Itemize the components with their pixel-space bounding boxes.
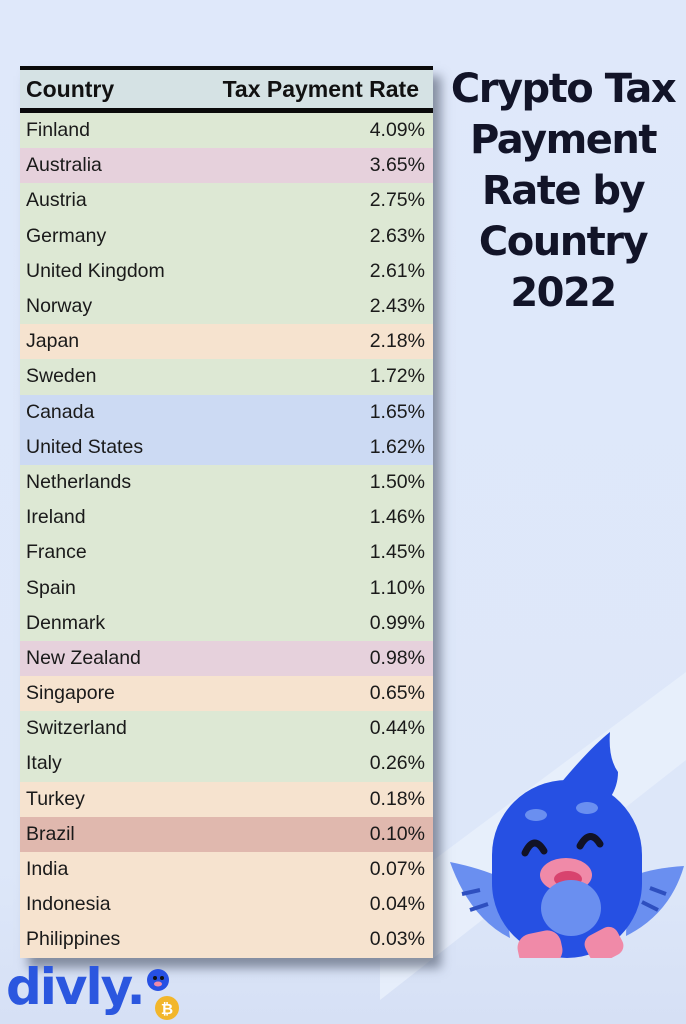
table-row: Turkey 0.18%	[20, 781, 433, 817]
table-row: Spain 1.10%	[20, 570, 433, 606]
rate-cell: 0.18%	[369, 787, 425, 810]
table-row: Norway 2.43%	[20, 288, 433, 325]
table-row: United Kingdom 2.61%	[20, 253, 433, 289]
rate-cell: 1.10%	[369, 576, 425, 599]
country-cell: Brazil	[26, 822, 75, 845]
country-cell: Italy	[26, 752, 62, 775]
table-row: France 1.45%	[20, 535, 433, 571]
country-cell: Norway	[26, 295, 93, 318]
country-cell: Turkey	[26, 787, 85, 810]
divly-logo: divly.	[6, 958, 146, 1016]
rate-cell: 2.63%	[369, 224, 425, 247]
rate-cell: 0.65%	[369, 682, 425, 705]
table-row: Australia 3.65%	[20, 148, 433, 184]
rate-cell: 0.99%	[369, 611, 425, 634]
rate-cell: 0.07%	[369, 858, 425, 881]
rate-cell: 1.50%	[369, 470, 425, 493]
table-row: Switzerland 0.44%	[20, 711, 433, 747]
bitcoin-icon: ₿	[147, 969, 179, 1020]
country-cell: Austria	[26, 189, 87, 212]
table-row: Ireland 1.46%	[20, 500, 433, 536]
header-country: Country	[26, 75, 115, 102]
table-row: Sweden 1.72%	[20, 359, 433, 395]
blue-bird-mascot-icon	[450, 732, 684, 958]
table-row: India 0.07%	[20, 851, 433, 888]
table-row: Denmark 0.99%	[20, 605, 433, 641]
rate-cell: 0.98%	[369, 646, 425, 669]
page-title: Crypto Tax Payment Rate by Country 2022	[440, 64, 686, 319]
rate-cell: 4.09%	[369, 119, 425, 142]
table-row: Canada 1.65%	[20, 394, 433, 430]
country-cell: France	[26, 541, 87, 564]
country-cell: United Kingdom	[26, 259, 165, 282]
rate-cell: 0.26%	[369, 752, 425, 775]
table-row: Austria 2.75%	[20, 183, 433, 219]
table-row: Indonesia 0.04%	[20, 887, 433, 923]
table-row: Finland 4.09%	[20, 113, 433, 149]
title-line: Rate by	[481, 168, 646, 214]
table-row: Brazil 0.10%	[20, 816, 433, 852]
title-line: 2022	[510, 270, 617, 316]
country-cell: Indonesia	[26, 893, 111, 916]
table-row: Netherlands 1.50%	[20, 464, 433, 501]
title-line: Crypto Tax	[450, 66, 677, 112]
country-cell: Japan	[26, 330, 80, 353]
rate-cell: 1.46%	[369, 506, 425, 529]
country-cell: Philippines	[26, 928, 121, 951]
title-line: Payment	[470, 117, 657, 163]
country-cell: United States	[26, 435, 144, 458]
country-cell: Singapore	[26, 682, 115, 705]
table-row: Germany 2.63%	[20, 218, 433, 254]
rate-cell: 1.65%	[369, 400, 425, 423]
country-cell: Switzerland	[26, 717, 127, 740]
country-cell: Canada	[26, 400, 95, 423]
rate-cell: 0.04%	[369, 893, 425, 916]
country-cell: India	[26, 858, 69, 881]
country-cell: Sweden	[26, 365, 97, 388]
table-row: New Zealand 0.98%	[20, 640, 433, 676]
rate-cell: 1.72%	[369, 365, 425, 388]
rate-cell: 0.10%	[369, 822, 425, 845]
rate-cell: 2.61%	[369, 259, 425, 282]
table-row: Philippines 0.03%	[20, 922, 433, 958]
rate-cell: 3.65%	[369, 154, 425, 177]
title-line: Country	[478, 219, 649, 265]
country-cell: Ireland	[26, 506, 86, 529]
country-cell: Australia	[26, 154, 102, 177]
country-cell: Netherlands	[26, 470, 132, 493]
table-row: Italy 0.26%	[20, 746, 433, 782]
rate-cell: 2.75%	[369, 189, 425, 212]
svg-text:₿: ₿	[161, 1000, 173, 1018]
rate-cell: 2.43%	[369, 295, 425, 318]
rate-cell: 0.44%	[369, 717, 425, 740]
country-cell: Spain	[26, 576, 76, 599]
rate-cell: 1.45%	[369, 541, 425, 564]
table-body: Finland 4.09% Australia 3.65% Austria 2.75% Ge…	[20, 113, 433, 958]
country-cell: Finland	[26, 119, 90, 142]
rate-cell: 0.03%	[369, 928, 425, 951]
tax-rate-table: Country Tax Payment Rate Finland 4.09% Aus…	[20, 66, 433, 958]
table-header: Country Tax Payment Rate	[20, 66, 433, 113]
country-cell: Denmark	[26, 611, 106, 634]
country-cell: Germany	[26, 224, 107, 247]
country-cell: New Zealand	[26, 646, 141, 669]
rate-cell: 1.62%	[369, 435, 425, 458]
header-rate: Tax Payment Rate	[222, 75, 419, 102]
rate-cell: 2.18%	[369, 330, 425, 353]
table-row: Singapore 0.65%	[20, 676, 433, 712]
table-row: Japan 2.18%	[20, 324, 433, 360]
table-row: United States 1.62%	[20, 429, 433, 465]
